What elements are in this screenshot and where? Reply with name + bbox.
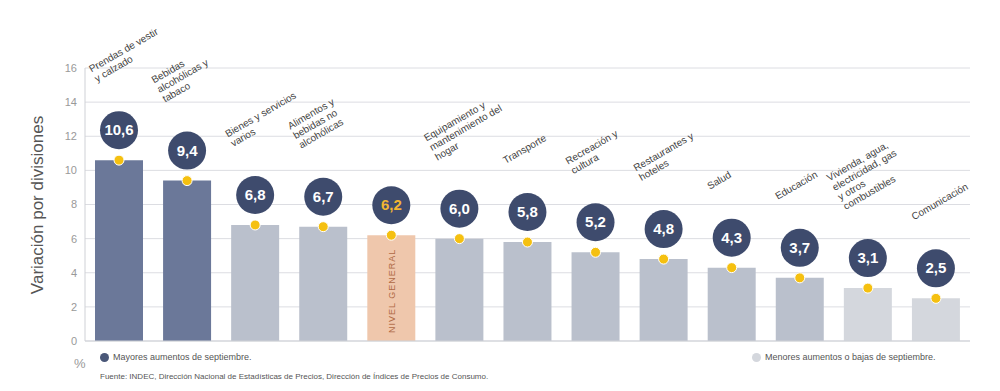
html-text:y calzado: y calzado	[92, 53, 135, 84]
svg-text:6,8: 6,8	[245, 186, 266, 203]
svg-text:16: 16	[65, 62, 77, 74]
svg-text:6,0: 6,0	[449, 200, 470, 217]
svg-text:2,5: 2,5	[925, 259, 946, 276]
svg-text:NIVEL GENERAL: NIVEL GENERAL	[387, 249, 397, 333]
html-text:Variación por divisiones: Variación por divisiones	[28, 115, 47, 295]
html-text:Mayores aumentos de septiembre: Mayores aumentos de septiembre.	[113, 352, 252, 362]
svg-text:Alimentos ybebidas noalcohólic: Alimentos ybebidas noalcohólicas	[286, 96, 347, 150]
html-text:Menores aumentos o bajas de se: Menores aumentos o bajas de septiembre.	[765, 352, 936, 362]
svg-text:4: 4	[71, 267, 77, 279]
svg-text:0: 0	[71, 335, 77, 347]
svg-text:Restaurantes yhoteles: Restaurantes yhoteles	[632, 130, 701, 183]
svg-text:Salud: Salud	[705, 169, 733, 191]
html-text:Prendas de vestir: Prendas de vestir	[87, 25, 160, 75]
svg-text:6: 6	[71, 233, 77, 245]
svg-text:Educación: Educación	[773, 169, 819, 202]
svg-text:Recreación ycultura: Recreación ycultura	[564, 128, 626, 176]
html-text:Bienes y servicios: Bienes y servicios	[223, 89, 298, 140]
svg-text:Comunicación: Comunicación	[909, 181, 969, 222]
svg-text:6,2: 6,2	[381, 196, 402, 213]
svg-text:Equipamiento ymantenimiento de: Equipamiento ymantenimiento delhogar	[422, 93, 509, 162]
svg-text:5,2: 5,2	[585, 213, 606, 230]
svg-text:6,7: 6,7	[313, 188, 334, 205]
svg-text:14: 14	[65, 96, 77, 108]
svg-text:10: 10	[65, 164, 77, 176]
svg-text:4,8: 4,8	[653, 220, 674, 237]
svg-text:8: 8	[71, 198, 77, 210]
svg-text:3,7: 3,7	[789, 239, 810, 256]
svg-text:10,6: 10,6	[104, 121, 133, 138]
svg-text:9,4: 9,4	[177, 142, 199, 159]
svg-text:Bebidasalcohólicas ytabaco: Bebidasalcohólicas ytabaco	[150, 47, 216, 104]
svg-text:5,8: 5,8	[517, 203, 538, 220]
svg-text:Vivienda, agua,electricidad, g: Vivienda, agua,electricidad, gasy otrosc…	[825, 138, 910, 212]
svg-text:4,3: 4,3	[721, 229, 742, 246]
svg-text:12: 12	[65, 130, 77, 142]
svg-text:Transporte: Transporte	[501, 132, 548, 166]
html-text:Fuente: INDEC, Dirección Nacio: Fuente: INDEC, Dirección Nacional de Est…	[100, 372, 489, 381]
svg-text:2: 2	[71, 301, 77, 313]
html-text:varios: varios	[228, 125, 258, 149]
svg-text:3,1: 3,1	[857, 249, 878, 266]
